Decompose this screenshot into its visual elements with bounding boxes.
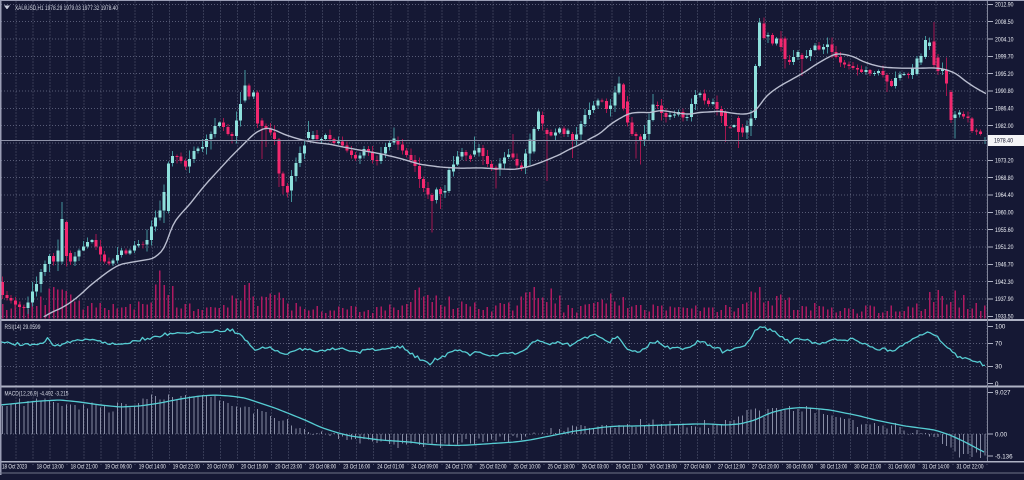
svg-text:1942.30: 1942.30 [995,279,1014,286]
svg-text:MACD(12,26,9) -4.492 -3.215: MACD(12,26,9) -4.492 -3.215 [5,391,69,398]
svg-text:1995.20: 1995.20 [995,71,1014,78]
svg-text:25 Oct 18:00: 25 Oct 18:00 [548,465,576,471]
svg-text:9.027: 9.027 [995,390,1011,397]
svg-text:1973.20: 1973.20 [995,158,1014,165]
svg-text:23 Oct 16:00: 23 Oct 16:00 [343,465,371,471]
svg-text:25 Oct 10:00: 25 Oct 10:00 [514,465,542,471]
svg-text:70: 70 [995,341,1002,348]
svg-text:27 Oct 04:00: 27 Oct 04:00 [684,465,712,471]
svg-text:20 Oct 23:00: 20 Oct 23:00 [275,465,303,471]
svg-text:1964.40: 1964.40 [995,192,1014,199]
svg-text:31 Oct 22:00: 31 Oct 22:00 [957,465,985,471]
svg-text:20 Oct 07:00: 20 Oct 07:00 [207,465,235,471]
svg-text:1978.40: 1978.40 [994,138,1013,145]
svg-text:1960.00: 1960.00 [995,210,1014,217]
svg-text:25 Oct 02:00: 25 Oct 02:00 [480,465,508,471]
svg-text:20 Oct 15:00: 20 Oct 15:00 [241,465,269,471]
svg-text:23 Oct 08:00: 23 Oct 08:00 [309,465,337,471]
svg-text:1946.70: 1946.70 [995,262,1014,269]
svg-text:0: 0 [995,381,999,388]
svg-text:XAU/USD,H1 1978.29 1979.03 19: XAU/USD,H1 1978.29 1979.03 1977.32 1978.… [15,5,118,12]
svg-text:31 Oct 06:00: 31 Oct 06:00 [888,465,916,471]
svg-text:1986.40: 1986.40 [995,106,1014,113]
svg-text:2012.90: 2012.90 [995,2,1014,9]
svg-text:30: 30 [995,364,1002,371]
svg-text:30 Oct 05:00: 30 Oct 05:00 [786,465,814,471]
svg-text:24 Oct 01:00: 24 Oct 01:00 [377,465,405,471]
svg-text:100: 100 [995,324,1006,331]
svg-text:19 Oct 06:00: 19 Oct 06:00 [105,465,133,471]
svg-text:1990.80: 1990.80 [995,88,1014,95]
svg-text:18 Oct 13:00: 18 Oct 13:00 [37,465,65,471]
svg-text:31 Oct 14:00: 31 Oct 14:00 [922,465,950,471]
svg-text:27 Oct 12:00: 27 Oct 12:00 [718,465,746,471]
svg-text:30 Oct 13:00: 30 Oct 13:00 [820,465,848,471]
svg-text:24 Oct 09:00: 24 Oct 09:00 [411,465,439,471]
svg-text:18 Oct 21:00: 18 Oct 21:00 [71,465,99,471]
svg-text:24 Oct 17:00: 24 Oct 17:00 [445,465,473,471]
svg-text:26 Oct 11:00: 26 Oct 11:00 [616,465,644,471]
svg-text:1982.00: 1982.00 [995,123,1014,130]
svg-text:1937.90: 1937.90 [995,296,1014,303]
svg-text:26 Oct 19:00: 26 Oct 19:00 [650,465,678,471]
svg-text:1968.80: 1968.80 [995,175,1014,182]
svg-text:2004.10: 2004.10 [995,36,1014,43]
svg-text:1951.20: 1951.20 [995,244,1014,251]
svg-text:19 Oct 22:00: 19 Oct 22:00 [173,465,201,471]
svg-text:RSI(14) 29.0599: RSI(14) 29.0599 [5,324,41,331]
svg-text:1933.50: 1933.50 [995,314,1014,321]
svg-text:30 Oct 21:00: 30 Oct 21:00 [854,465,882,471]
svg-text:18 Oct 2023: 18 Oct 2023 [2,465,27,471]
svg-text:0.00: 0.00 [995,431,1008,438]
svg-text:26 Oct 03:00: 26 Oct 03:00 [582,465,610,471]
svg-text:1999.70: 1999.70 [995,54,1014,61]
svg-text:27 Oct 20:00: 27 Oct 20:00 [752,465,780,471]
svg-text:19 Oct 14:00: 19 Oct 14:00 [139,465,167,471]
svg-text:2008.50: 2008.50 [995,19,1014,26]
svg-text:1955.60: 1955.60 [995,227,1014,234]
svg-text:-5.136: -5.136 [995,453,1013,460]
